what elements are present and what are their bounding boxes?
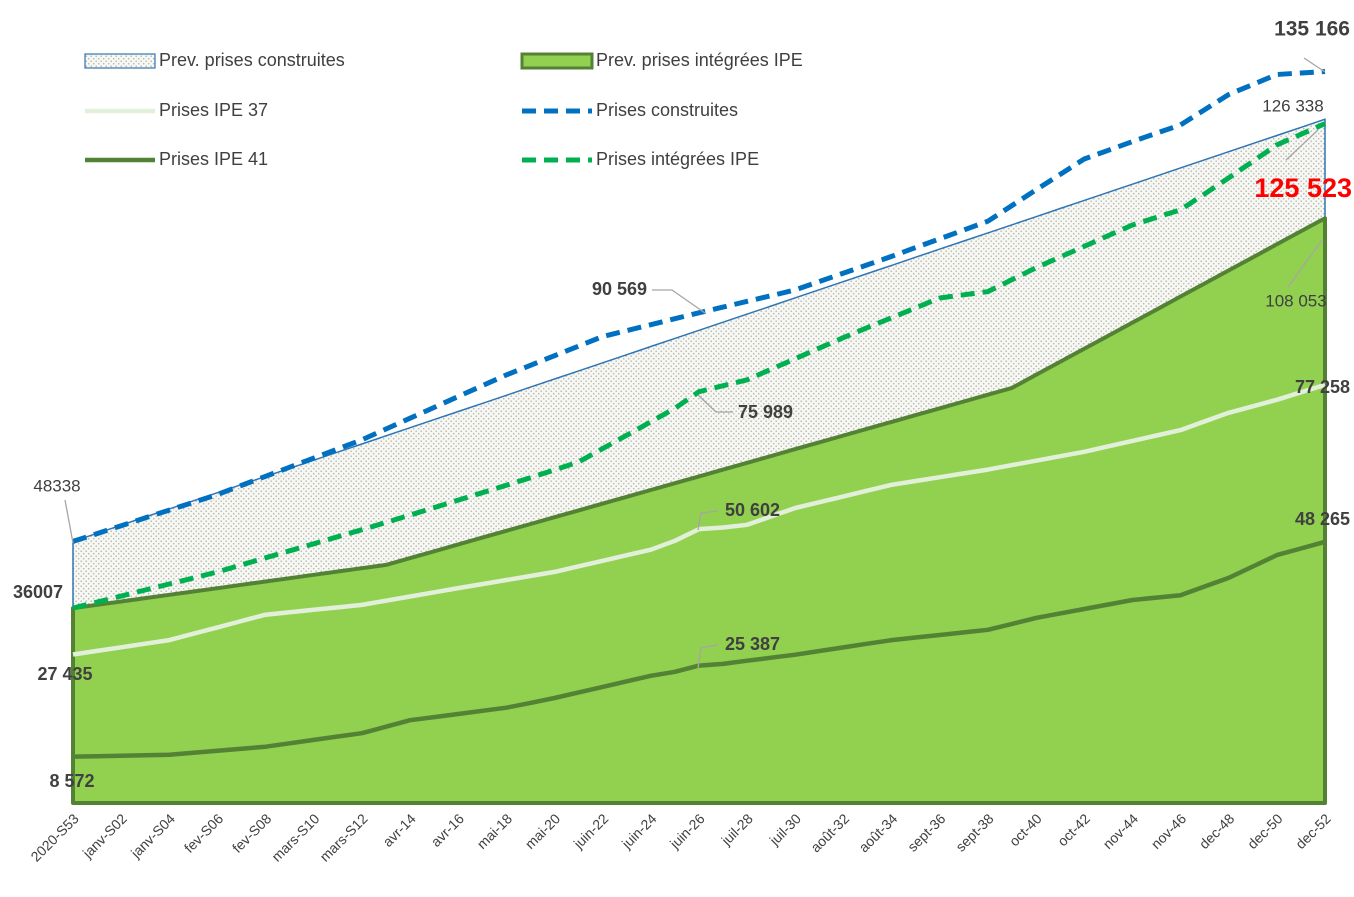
areas	[71, 118, 1327, 805]
leader-line	[1303, 57, 1326, 73]
x-tick-label: avr-16	[428, 810, 468, 850]
dashed-line	[72, 121, 1327, 611]
data-labels: 48338 126 338 36007 108 053 27 435 50 602 77 2…	[13, 18, 1352, 791]
leader-line	[1287, 239, 1323, 288]
data-label: 125 523	[1254, 173, 1352, 203]
dashed-line	[72, 69, 1326, 544]
data-label: 36007	[13, 582, 63, 602]
legend-label: Prises intégrées IPE	[596, 149, 759, 169]
x-tick-label: janv-S02	[79, 810, 130, 861]
x-tick-label: juil-30	[766, 810, 805, 849]
x-tick-label: juil-28	[717, 810, 756, 849]
leader-line	[697, 510, 719, 531]
legend: Prev. prises construites Prev. prises int…	[84, 50, 803, 169]
legend-label: Prev. prises intégrées IPE	[596, 50, 803, 70]
x-tick-label: janv-S04	[127, 810, 178, 861]
x-tick-label: oct-40	[1006, 810, 1045, 849]
data-label: 77 258	[1295, 377, 1350, 397]
legend-label: Prev. prises construites	[159, 50, 345, 70]
leader-line	[1285, 129, 1319, 161]
x-tick-label: oct-42	[1054, 810, 1093, 849]
leader-line	[697, 394, 733, 413]
line	[72, 382, 1326, 657]
legend-swatch	[84, 53, 156, 69]
data-label: 108 053	[1265, 291, 1326, 310]
area	[71, 216, 1327, 805]
legend-swatch	[520, 52, 594, 70]
x-tick-label: mai-18	[474, 810, 516, 852]
x-tick-label: mars-S10	[268, 810, 322, 864]
x-tick-label: août-34	[855, 810, 900, 855]
x-tick-label: mars-S12	[316, 810, 370, 864]
x-tick-label: nov-46	[1148, 810, 1190, 852]
legend-label: Prises construites	[596, 100, 738, 120]
x-tick-label: juin-24	[618, 810, 660, 852]
data-label: 75 989	[738, 402, 793, 422]
x-tick-label: sept-38	[952, 810, 996, 854]
leader-line	[652, 289, 706, 314]
data-label: 126 338	[1262, 96, 1323, 115]
x-tick-label: fev-S08	[229, 810, 275, 856]
x-tick-label: dec-48	[1196, 810, 1238, 852]
x-tick-label: nov-44	[1100, 810, 1142, 852]
data-label: 8 572	[49, 771, 94, 791]
x-tick-label: fev-S06	[181, 810, 227, 856]
legend-label: Prises IPE 37	[159, 100, 268, 120]
x-tick-label: avr-14	[379, 810, 419, 850]
data-label: 135 166	[1274, 18, 1350, 41]
x-tick-label: mai-20	[522, 810, 564, 852]
data-label: 48338	[33, 476, 80, 495]
data-label: 48 265	[1295, 509, 1350, 529]
leader-line	[697, 644, 719, 669]
x-tick-label: 2020-S53	[27, 810, 81, 864]
data-label: 25 387	[725, 634, 780, 654]
data-label: 90 569	[592, 279, 647, 299]
data-label: 27 435	[37, 664, 92, 684]
x-tick-label: août-32	[807, 810, 852, 855]
x-tick-label: dec-50	[1244, 810, 1286, 852]
x-tick-label: juin-22	[570, 810, 612, 852]
x-tick-label: juin-26	[666, 810, 708, 852]
leader-line	[64, 499, 74, 544]
legend-label: Prises IPE 41	[159, 149, 268, 169]
x-tick-label: sept-36	[904, 810, 948, 854]
x-tick-label: dec-52	[1292, 810, 1334, 852]
data-label: 50 602	[725, 500, 780, 520]
